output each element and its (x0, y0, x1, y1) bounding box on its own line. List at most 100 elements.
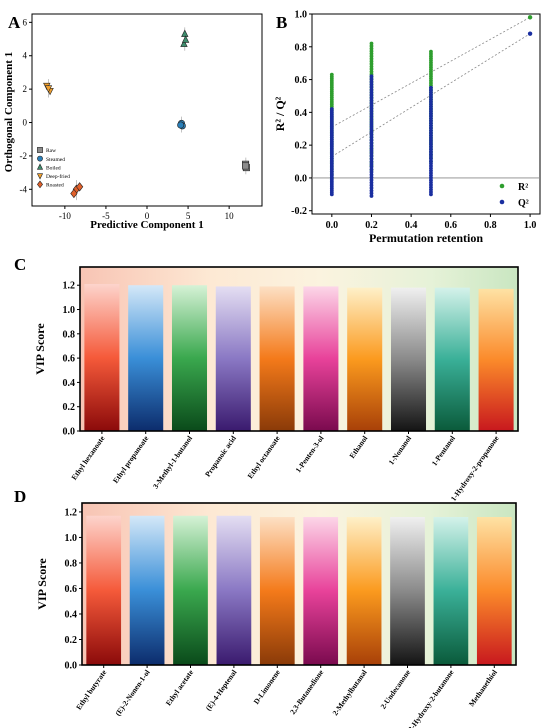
scatter-point-steamed (177, 121, 185, 129)
x-tick-label: 10 (225, 211, 235, 221)
permutation-point (369, 180, 374, 185)
panel-d-letter: D (14, 487, 26, 506)
legend-marker (37, 180, 43, 189)
permutation-point (369, 143, 374, 148)
scatter-point-roasted (76, 182, 84, 192)
permutation-point (369, 138, 374, 143)
permutation-point (369, 156, 374, 161)
panel-b-letter: B (276, 13, 287, 32)
bar (347, 287, 383, 431)
y-tick-label: 1.0 (65, 533, 78, 544)
legend-marker (37, 147, 43, 153)
panel-a-frame (31, 13, 263, 207)
bar (433, 517, 469, 665)
legend-label: Raw (46, 148, 56, 154)
permutation-point (369, 85, 374, 89)
panel-a-plot: -10 -5 0 5 10 -4 -2 0 2 4 6 (20, 17, 250, 221)
legend-label: Boiled (46, 165, 61, 171)
y-tick-label: 0.8 (65, 558, 78, 569)
x-tick-label: 0.4 (405, 220, 418, 231)
permutation-point (369, 140, 374, 145)
original-model-point (527, 31, 533, 36)
panel-d-ylabel: VIP Score (35, 558, 49, 610)
x-tick-label: 0.6 (445, 220, 458, 231)
permutation-point (369, 79, 374, 84)
panel-b-plot: 0.0 0.2 0.4 0.6 0.8 1.0 -0.2 0.0 0.2 0.4 0.6 0.8 1.0 (291, 10, 540, 231)
y-tick-label: 0.2 (295, 141, 308, 152)
x-tick-label: 3-Methyl-1-butanol (151, 434, 194, 490)
scatter-point-boiled (181, 35, 190, 43)
bar (259, 517, 295, 665)
permutation-point (369, 77, 374, 81)
legend-label: Q² (518, 198, 529, 209)
x-tick-label: Propanoic acid (203, 433, 238, 478)
scatter-point-boiled (180, 39, 188, 47)
x-tick-label: 3-Hydroxy-2-butanone (406, 667, 456, 728)
x-tick-label: -10 (59, 211, 71, 221)
x-tick-label: 2,3-Butanedione (288, 667, 326, 716)
panel-c-letter: C (14, 255, 26, 274)
panel-a-letter: A (8, 13, 21, 32)
bar (129, 515, 165, 665)
bar (259, 286, 295, 431)
y-tick-label: 0.2 (63, 402, 76, 413)
y-tick-label: -2 (20, 151, 28, 161)
y-tick-label: 0.2 (65, 635, 78, 646)
x-tick-label: 2-Undecanone (378, 667, 412, 710)
permutation-point (369, 103, 374, 108)
permutation-point (369, 87, 374, 92)
permutation-point (369, 183, 374, 188)
permutation-point (329, 107, 334, 111)
x-tick-label: 1-Pentanol (430, 434, 457, 467)
bar (128, 285, 164, 431)
x-tick-label: 1-Nonanol (387, 434, 413, 466)
panel-b: B 0.0 0.2 0.4 0.6 0.8 1.0 -0.2 0.0 0.2 0.4 0.6 0.8 1… (273, 10, 541, 245)
y-tick-label: 2 (23, 84, 28, 94)
bar (86, 515, 122, 665)
x-tick-label: Ethyl acetate (164, 667, 196, 707)
original-model-point (527, 15, 533, 20)
y-tick-label: 0.0 (63, 427, 76, 438)
x-tick-label: Methanethiol (467, 668, 499, 708)
permutation-point (369, 98, 374, 103)
scatter-point-roasted (70, 188, 78, 199)
permutation-point (369, 127, 374, 132)
legend-label: Deep-fried (46, 173, 70, 180)
y-tick-label: 0.4 (295, 108, 308, 119)
legend-marker (37, 155, 43, 162)
permutation-point (369, 175, 374, 180)
y-tick-label: 0.6 (65, 584, 78, 595)
permutation-point (429, 85, 433, 90)
permutation-point (369, 167, 374, 172)
y-tick-label: -4 (20, 184, 28, 194)
x-tick-label: 5 (186, 211, 191, 221)
y-tick-label: 4 (23, 51, 28, 61)
permutation-point (369, 122, 374, 127)
y-tick-label: 0.6 (63, 354, 76, 365)
permutation-point (369, 135, 374, 140)
y-tick-label: 0.8 (63, 329, 76, 340)
y-tick-label: 6 (23, 17, 28, 27)
y-tick-label: 0.4 (65, 609, 78, 620)
legend-marker (36, 163, 44, 170)
legend-label: Roasted (46, 183, 64, 189)
panel-b-frame (311, 13, 541, 215)
permutation-point (369, 172, 374, 177)
y-tick-label: 0.8 (295, 42, 308, 53)
permutation-point (369, 154, 374, 158)
scatter-point-deep-fried (44, 85, 53, 93)
x-tick-label: 0.8 (484, 220, 497, 231)
x-tick-label: 0.0 (326, 220, 339, 231)
y-tick-label: 0.0 (295, 173, 308, 184)
x-tick-label: (E)-2-Nonen-1-ol (113, 668, 151, 718)
bar (303, 286, 339, 431)
permutation-point (369, 100, 374, 105)
bar (476, 517, 512, 665)
bar (434, 287, 470, 431)
panel-b-ylabel: R² / Q² (273, 96, 287, 131)
permutation-point (369, 114, 374, 119)
y-tick-label: 0.6 (295, 75, 308, 86)
panel-d-plot: 0.0 0.2 0.4 0.6 0.8 1.0 1.2 Ethyl butyrate (E)-2… (65, 507, 512, 728)
